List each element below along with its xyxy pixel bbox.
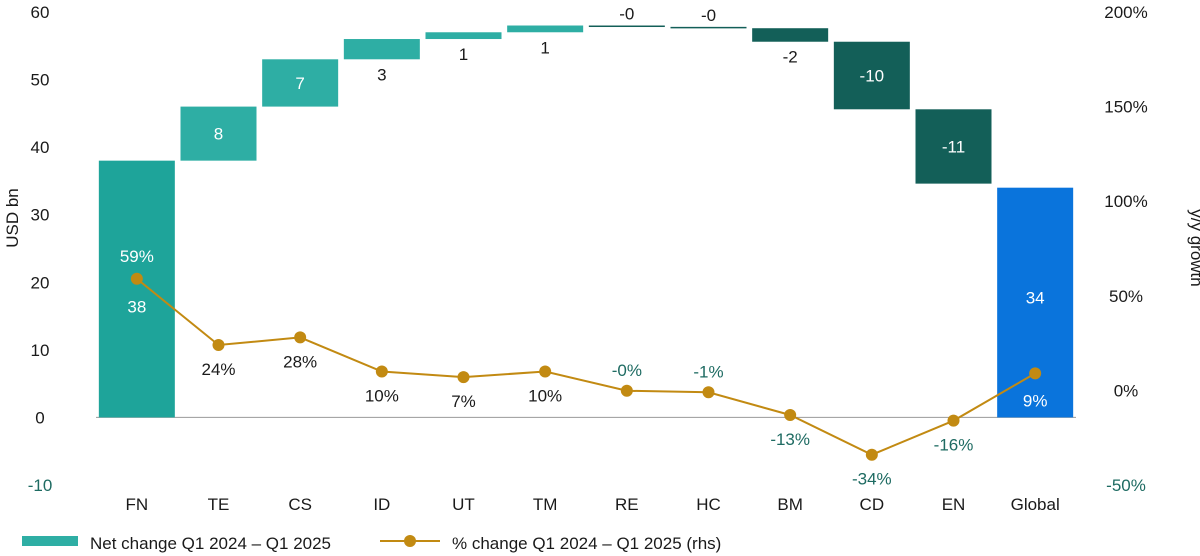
- category-label: CD: [860, 495, 885, 514]
- pct-marker: [375, 365, 388, 378]
- bar-value-label: 1: [540, 38, 549, 57]
- bar-labels-layer: 38 8 7 3 1 1 -0 -0 -2 -10 -11 34: [127, 5, 1044, 317]
- pct-marker: [130, 272, 143, 285]
- bar-value-label: -11: [942, 137, 965, 156]
- left-tick-label: 20: [31, 273, 50, 292]
- bar-ut: [425, 32, 502, 40]
- pct-marker: [702, 386, 715, 399]
- left-tick-label: 10: [31, 341, 50, 360]
- pct-marker: [457, 371, 470, 384]
- bar-cd: [833, 41, 910, 110]
- bar-value-label: 34: [1026, 289, 1045, 308]
- bar-value-label: -2: [783, 48, 798, 67]
- category-label: FN: [125, 495, 148, 514]
- pct-marker: [784, 408, 797, 421]
- pct-value-label: 28%: [283, 352, 317, 371]
- pct-value-label: -34%: [852, 470, 892, 489]
- category-label: HC: [696, 495, 721, 514]
- right-tick-label: -50%: [1106, 476, 1146, 495]
- category-label: Global: [1011, 495, 1060, 514]
- pct-value-label: 9%: [1023, 391, 1048, 410]
- bar-tm: [507, 25, 584, 33]
- right-tick-label: 200%: [1104, 3, 1147, 22]
- right-axis-ticks: -50% 0% 50% 100% 150% 200%: [1104, 3, 1147, 495]
- pct-marker: [947, 414, 960, 427]
- category-labels: FN TE CS ID UT TM RE HC BM CD EN Global: [125, 495, 1059, 514]
- category-label: ID: [373, 495, 390, 514]
- legend-bar-label: Net change Q1 2024 – Q1 2025: [90, 534, 331, 553]
- pct-marker: [865, 448, 878, 461]
- bar-id: [343, 39, 420, 60]
- pct-value-label: 10%: [528, 386, 562, 405]
- bar-value-label: 38: [127, 298, 146, 317]
- pct-labels-layer: 59% 24% 28% 10% 7% 10% -0% -1% -13% -34% -16% 9%: [120, 247, 1048, 489]
- left-tick-label: 0: [35, 408, 44, 427]
- right-tick-label: 50%: [1109, 287, 1143, 306]
- pct-marker: [539, 365, 552, 378]
- category-label: TE: [208, 495, 230, 514]
- bar-fn: [98, 160, 175, 418]
- left-tick-label: 60: [31, 3, 50, 22]
- bars-layer: [98, 25, 1074, 418]
- pct-value-label: -13%: [770, 430, 810, 449]
- bar-value-label: -0: [701, 6, 716, 25]
- category-label: RE: [615, 495, 639, 514]
- pct-value-label: -0%: [612, 361, 642, 380]
- bar-value-label: -0: [619, 5, 634, 24]
- right-axis-title: y/y growth: [1187, 209, 1200, 286]
- left-tick-label: 30: [31, 206, 50, 225]
- left-tick-label: 40: [31, 138, 50, 157]
- pct-value-label: 7%: [451, 392, 476, 411]
- bar-value-label: 7: [295, 74, 304, 93]
- pct-value-label: -16%: [934, 436, 974, 455]
- bar-bm: [752, 28, 829, 42]
- pct-marker: [1029, 367, 1042, 380]
- pct-marker: [294, 331, 307, 344]
- category-label: EN: [942, 495, 966, 514]
- pct-value-label: 10%: [365, 386, 399, 405]
- legend-bar-swatch: [22, 536, 78, 546]
- category-label: TM: [533, 495, 558, 514]
- left-tick-label: -10: [28, 476, 53, 495]
- legend-line-label: % change Q1 2024 – Q1 2025 (rhs): [452, 534, 721, 553]
- bar-cs: [262, 59, 339, 107]
- left-axis-ticks: -10 0 10 20 30 40 50 60: [28, 3, 53, 495]
- legend-line-marker: [404, 535, 416, 547]
- bar-value-label: 1: [459, 45, 468, 64]
- bar-hc: [670, 26, 747, 29]
- bar-value-label: 3: [377, 65, 386, 84]
- right-tick-label: 150%: [1104, 98, 1147, 117]
- right-tick-label: 100%: [1104, 192, 1147, 211]
- bar-value-label: 8: [214, 125, 223, 144]
- pct-value-label: 24%: [201, 360, 235, 379]
- pct-marker: [620, 384, 633, 397]
- pct-change-line: [136, 277, 1036, 456]
- pct-value-label: -1%: [693, 362, 723, 381]
- bar-value-label: -10: [860, 67, 885, 86]
- left-tick-label: 50: [31, 71, 50, 90]
- left-axis-title: USD bn: [3, 188, 22, 248]
- legend: Net change Q1 2024 – Q1 2025 % change Q1…: [22, 534, 721, 553]
- category-label: UT: [452, 495, 475, 514]
- bar-te: [180, 106, 257, 161]
- bar-re: [588, 25, 665, 28]
- line-series-layer: [130, 272, 1042, 461]
- bar-en: [915, 109, 992, 184]
- pct-value-label: 59%: [120, 247, 154, 266]
- category-label: BM: [777, 495, 803, 514]
- category-label: CS: [288, 495, 312, 514]
- right-tick-label: 0%: [1114, 381, 1139, 400]
- pct-marker: [212, 338, 225, 351]
